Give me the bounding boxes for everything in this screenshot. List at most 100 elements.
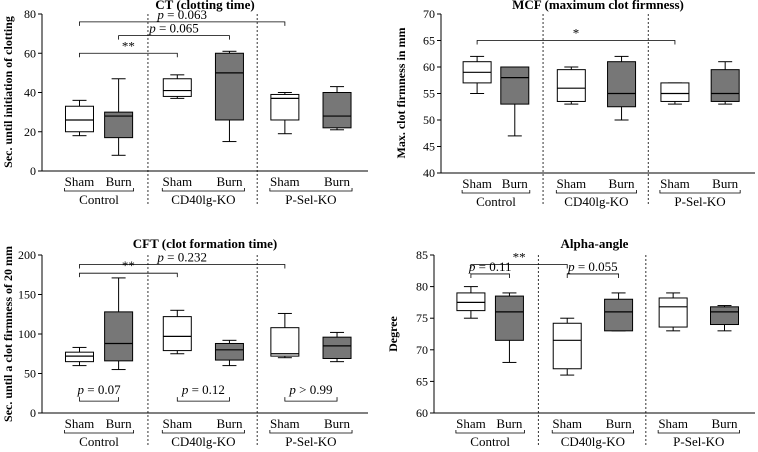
x-group-label: P-Sel-KO xyxy=(285,434,336,449)
x-category-label: Sham xyxy=(162,174,192,189)
chart-title: CFT (clot formation time) xyxy=(133,236,278,251)
y-tick-label: 75 xyxy=(416,311,428,325)
group-bracket xyxy=(461,190,531,194)
y-tick-label: 60 xyxy=(416,406,428,420)
box-5 xyxy=(270,92,300,135)
box-iqr xyxy=(607,61,637,108)
box-2 xyxy=(104,78,134,156)
y-axis-label: Max. clot firmness in mm xyxy=(394,28,408,159)
significance-label: p = 0.11 xyxy=(468,259,512,274)
y-tick-label: 40 xyxy=(423,166,435,180)
box-3 xyxy=(162,74,192,99)
y-tick-label: 60 xyxy=(423,60,435,74)
box-iqr xyxy=(456,292,486,312)
y-axis-label: Sec. until initiation of clotting xyxy=(1,16,15,168)
x-category-label: Burn xyxy=(216,174,243,189)
y-tick-label: 45 xyxy=(423,140,435,154)
significance-label: p = 0.232 xyxy=(156,249,207,264)
box-6 xyxy=(322,331,352,363)
x-category-label: Sham xyxy=(660,176,690,191)
box-iqr xyxy=(494,295,524,341)
x-group-label: CD40lg-KO xyxy=(171,192,235,207)
x-group-label: P-Sel-KO xyxy=(674,194,725,209)
chart-title: CT (clotting time) xyxy=(155,0,254,12)
x-group-label: Control xyxy=(79,434,119,449)
panel-3: CFT (clot formation time) Sec. until a cl… xyxy=(1,236,368,449)
significance-label: p = 0.07 xyxy=(77,382,122,397)
box-4 xyxy=(607,55,637,121)
significance-bracket xyxy=(79,264,286,269)
x-category-label: Burn xyxy=(609,176,636,191)
significance-bracket xyxy=(566,273,619,278)
significance-label: p = 0.055 xyxy=(567,259,618,274)
y-tick-label: 80 xyxy=(416,280,428,294)
y-axis-label: Degree xyxy=(386,315,400,351)
x-category-label: Burn xyxy=(712,176,739,191)
x-category-label: Burn xyxy=(106,416,133,431)
group-bracket xyxy=(657,430,740,434)
significance-label: p = 0.063 xyxy=(156,7,207,22)
significance-bracket xyxy=(118,35,230,40)
significance-label: p = 0.12 xyxy=(181,382,225,397)
y-tick-label: 55 xyxy=(423,87,435,101)
group-bracket xyxy=(555,190,637,194)
group-bracket xyxy=(64,188,135,192)
box-iqr xyxy=(64,105,94,133)
y-tick-label: 150 xyxy=(18,288,36,302)
box-iqr xyxy=(604,298,634,332)
significance-label: ** xyxy=(122,38,135,53)
group-bracket xyxy=(551,430,634,434)
box-4 xyxy=(214,50,244,143)
panel-2: MCF (maximum clot firmness) Max. clot fir… xyxy=(394,0,755,209)
y-tick-label: 85 xyxy=(416,248,428,262)
group-bracket xyxy=(269,188,353,192)
group-bracket xyxy=(269,430,353,434)
box-iqr xyxy=(322,336,352,359)
y-tick-label: 40 xyxy=(24,86,36,100)
box-iqr xyxy=(162,78,192,97)
y-tick-label: 20 xyxy=(24,125,36,139)
box-5 xyxy=(658,292,688,332)
y-tick-label: 70 xyxy=(423,7,435,21)
box-iqr xyxy=(658,297,688,328)
y-tick-label: 60 xyxy=(24,46,36,60)
x-category-label: Sham xyxy=(162,416,192,431)
x-category-label: Burn xyxy=(496,416,523,431)
box-1 xyxy=(462,55,492,94)
significance-label: ** xyxy=(122,258,135,273)
y-tick-label: 70 xyxy=(416,343,428,357)
x-category-label: Burn xyxy=(606,416,633,431)
box-5 xyxy=(660,82,690,105)
significance-label: * xyxy=(573,26,580,41)
significance-bracket xyxy=(470,273,510,278)
box-iqr xyxy=(270,327,300,357)
x-category-label: Sham xyxy=(456,416,486,431)
group-bracket xyxy=(161,430,245,434)
significance-bracket xyxy=(284,397,338,402)
significance-label: p > 0.99 xyxy=(288,382,332,397)
significance-bracket xyxy=(176,397,230,402)
x-category-label: Sham xyxy=(552,416,582,431)
y-axis-label: Sec. until a clot firmness of 20 mm xyxy=(1,246,15,422)
chart-title: Alpha-angle xyxy=(561,236,629,251)
box-iqr xyxy=(214,342,244,361)
y-tick-label: 65 xyxy=(423,34,435,48)
y-tick-label: 200 xyxy=(18,248,36,262)
x-group-label: Control xyxy=(79,192,119,207)
box-iqr xyxy=(556,69,586,102)
box-iqr xyxy=(162,316,192,352)
group-bracket xyxy=(455,430,525,434)
box-2 xyxy=(494,292,524,363)
box-iqr xyxy=(64,351,94,363)
box-1 xyxy=(64,99,94,137)
x-group-label: Control xyxy=(470,434,510,449)
group-bracket xyxy=(64,430,135,434)
box-iqr xyxy=(322,92,352,129)
significance-bracket xyxy=(79,397,120,402)
box-2 xyxy=(500,66,530,137)
x-category-label: Sham xyxy=(65,174,95,189)
chart-title: MCF (maximum clot firmness) xyxy=(512,0,684,12)
x-group-label: Control xyxy=(476,194,516,209)
y-tick-label: 50 xyxy=(423,113,435,127)
